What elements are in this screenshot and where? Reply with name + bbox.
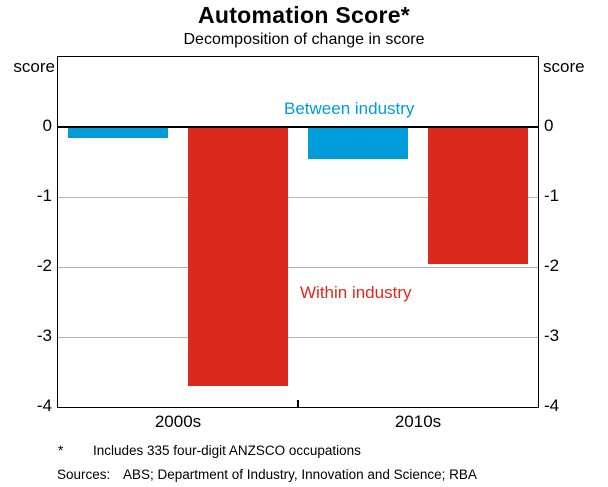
x-axis-label-2010s: 2010s (394, 412, 442, 431)
y-tick-label-right: -1 (544, 186, 560, 206)
y-tick-label-left: 0 (42, 116, 52, 136)
x-axis-label-2000s: 2000s (154, 412, 202, 431)
y-tick-label-left: -2 (36, 256, 52, 276)
y-tick-label-right: -4 (544, 396, 560, 416)
footnote-marker: * (58, 443, 64, 458)
y-tick-label-right: -3 (544, 326, 560, 346)
y-tick-label-left: -4 (36, 396, 52, 416)
footnote: * Includes 335 four-digit ANZSCO occupati… (58, 443, 361, 458)
y-axis-unit-right: score (543, 57, 585, 76)
chart-subtitle: Decomposition of change in score (183, 31, 425, 48)
chart-title: Automation Score* (197, 2, 411, 28)
series-label-within-industry: Within industry (300, 283, 412, 302)
y-tick-label-left: -1 (36, 186, 52, 206)
zero-line (58, 126, 538, 128)
bar-between-industry-2000s (68, 127, 168, 138)
gridline (58, 336, 538, 338)
y-tick-label-left: -3 (36, 326, 52, 346)
gridline (58, 196, 538, 198)
gridline (58, 266, 538, 268)
y-tick-label-right: 0 (544, 116, 554, 136)
bar-within-industry-2010s (428, 127, 528, 264)
bar-within-industry-2000s (188, 127, 288, 386)
sources-label: Sources: (57, 467, 111, 482)
footnote-text: Includes 335 four-digit ANZSCO occupatio… (93, 443, 361, 458)
x-axis-center-tick (297, 400, 299, 407)
series-label-between-industry: Between industry (284, 99, 415, 118)
y-tick-label-right: -2 (544, 256, 560, 276)
sources: Sources: ABS; Department of Industry, Inn… (57, 467, 477, 482)
plot-area: Between industry Within industry (57, 56, 539, 408)
sources-text: ABS; Department of Industry, Innovation … (123, 467, 477, 482)
y-axis-unit-left: score (13, 57, 55, 76)
bar-between-industry-2010s (308, 127, 408, 159)
